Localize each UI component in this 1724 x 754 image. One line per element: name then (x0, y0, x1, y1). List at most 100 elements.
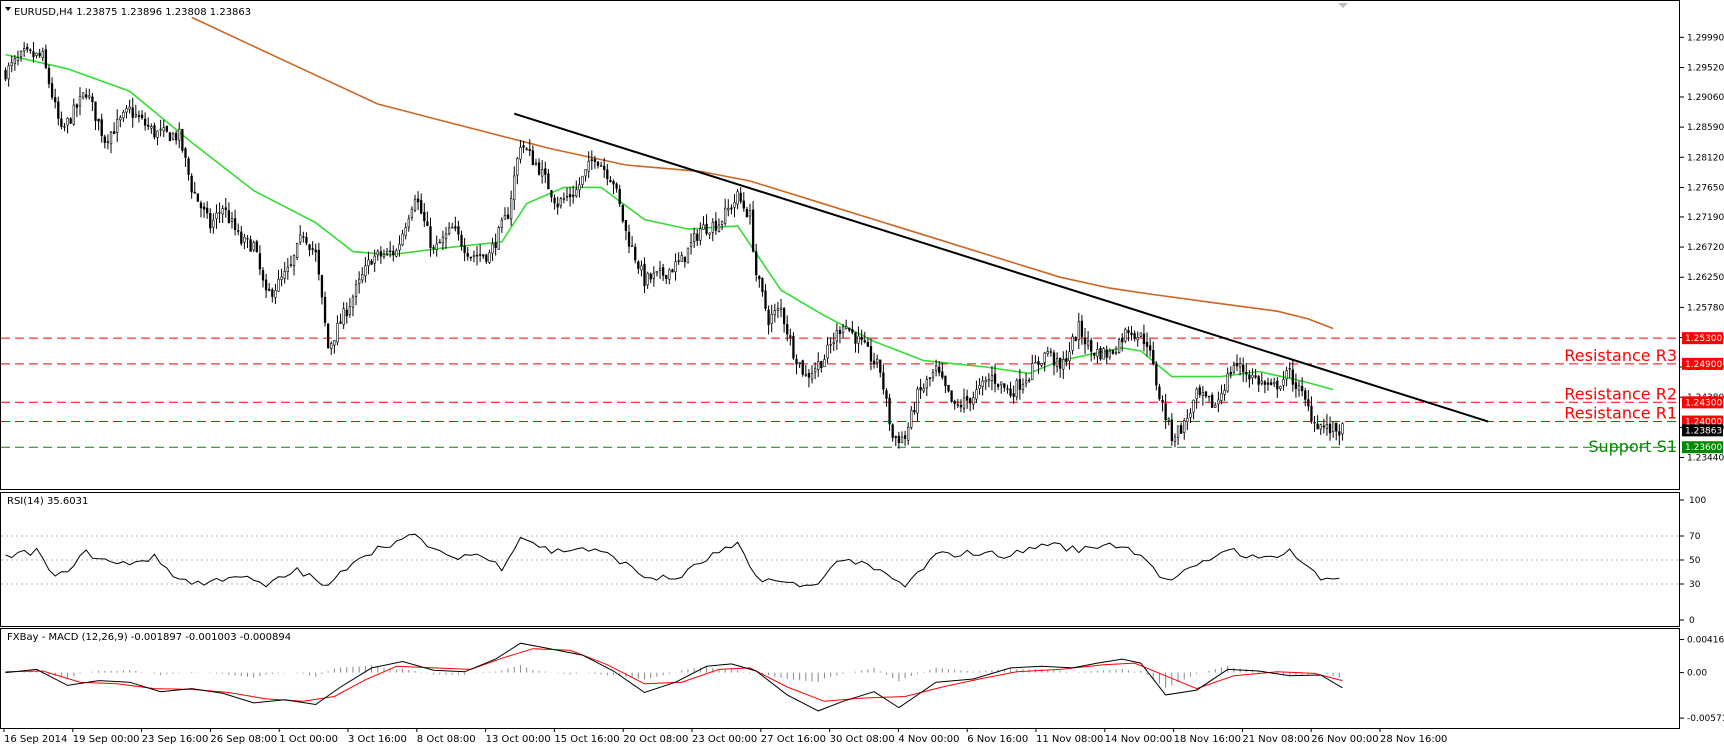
candle (1341, 422, 1344, 441)
candle (658, 261, 662, 280)
level-tag-box (1682, 396, 1723, 409)
candle (1338, 424, 1341, 446)
candle (854, 332, 857, 353)
rsi-tick-label: 100 (1689, 496, 1706, 506)
candle (844, 319, 848, 330)
candle (426, 211, 429, 227)
candle (85, 88, 88, 100)
dropdown-triangle-icon[interactable] (5, 7, 11, 11)
candle (1288, 362, 1291, 379)
candle (1117, 337, 1121, 354)
candle (10, 55, 13, 73)
time-tick-label: 27 Oct 16:00 (761, 734, 826, 745)
candle (627, 224, 631, 254)
chart-header: EURUSD,H4 1.23875 1.23896 1.23808 1.2386… (5, 7, 251, 18)
candle (1186, 409, 1189, 431)
candle (1003, 383, 1006, 392)
candle (1189, 408, 1192, 424)
candle (630, 236, 634, 247)
candle (934, 359, 938, 377)
candle (1176, 425, 1180, 446)
candle (91, 92, 94, 112)
candle (1291, 359, 1294, 392)
candle (640, 260, 643, 277)
candle (764, 284, 767, 312)
candle (150, 123, 153, 134)
candle (1248, 370, 1251, 388)
candle (103, 134, 106, 149)
candle (423, 203, 426, 227)
candle (655, 270, 659, 277)
candle (730, 204, 733, 215)
candle (227, 202, 231, 224)
candle (1214, 402, 1217, 408)
macd-tick-label: 0.004163 (1687, 635, 1724, 645)
candle (1276, 377, 1279, 398)
price-tick-label: 1.27190 (1687, 213, 1724, 223)
candle (128, 99, 131, 114)
candle (913, 402, 916, 415)
candle (1238, 357, 1242, 376)
candle (826, 337, 829, 364)
candle (972, 391, 975, 410)
candle (488, 249, 491, 264)
candle (1152, 341, 1155, 366)
candle (32, 41, 35, 63)
candle (289, 255, 293, 268)
candle (634, 243, 637, 264)
candle (193, 181, 196, 194)
candle (1105, 345, 1108, 365)
candle (559, 196, 562, 209)
candle (674, 253, 677, 281)
candle (373, 249, 376, 272)
candle (736, 188, 739, 210)
candle (354, 279, 358, 306)
price-tick-label: 1.26250 (1687, 273, 1724, 283)
candle (773, 303, 776, 323)
candle (196, 193, 200, 202)
candle (652, 266, 655, 287)
macd-tick-label: 0.00 (1687, 669, 1707, 679)
candle (1242, 357, 1245, 382)
price-tick-label: 1.28120 (1687, 153, 1724, 163)
candle (872, 352, 876, 369)
time-tick-label: 16 Sep 2014 (4, 734, 67, 745)
candle (683, 256, 687, 268)
trendline[interactable] (513, 112, 1489, 423)
candle (987, 372, 990, 388)
scroll-shift-marker-icon[interactable] (1338, 3, 1348, 8)
candle (612, 179, 615, 195)
candle (599, 161, 603, 167)
candle (482, 254, 485, 260)
candle (717, 218, 721, 233)
candle (41, 47, 44, 62)
candle (506, 207, 510, 220)
rsi-panel-frame (0, 492, 1680, 627)
candle (879, 359, 882, 378)
candle (314, 243, 317, 262)
candle (519, 140, 522, 164)
macd-panel-frame (0, 628, 1680, 729)
candle (60, 111, 63, 130)
time-tick-label: 23 Sep 16:00 (142, 734, 209, 745)
candle (993, 364, 997, 393)
candle (147, 117, 150, 131)
candle (885, 388, 888, 407)
candle (720, 220, 724, 231)
candle (903, 430, 907, 446)
candle (925, 375, 928, 397)
candle (255, 239, 258, 253)
candle (367, 251, 370, 275)
candle (1049, 348, 1053, 357)
candle (832, 332, 835, 351)
price-panel-frame (0, 0, 1680, 490)
candle (624, 220, 628, 241)
candle (984, 376, 987, 391)
candle (1331, 422, 1335, 438)
candle (451, 222, 454, 229)
candle (261, 267, 265, 288)
candle (268, 283, 271, 292)
candle (342, 302, 345, 330)
